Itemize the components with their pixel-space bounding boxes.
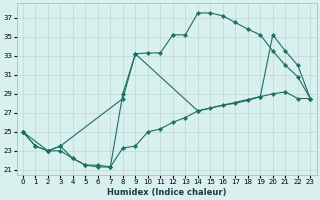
X-axis label: Humidex (Indice chaleur): Humidex (Indice chaleur) xyxy=(107,188,226,197)
